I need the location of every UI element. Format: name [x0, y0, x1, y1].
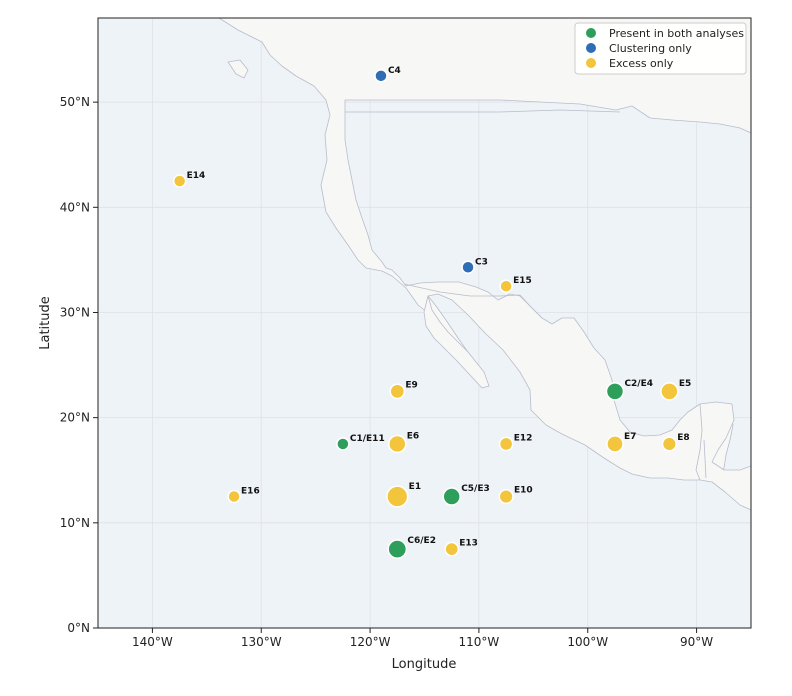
legend-marker-excess	[586, 58, 596, 68]
marker-e10	[498, 488, 514, 505]
y-tick-label: 30°N	[60, 305, 90, 319]
ocean-background	[98, 18, 751, 628]
marker-e16	[227, 489, 241, 504]
x-tick-label: 130°W	[241, 635, 282, 649]
marker-e13	[444, 541, 460, 557]
marker-label: E1	[409, 482, 421, 492]
marker-c6-e2	[387, 539, 408, 559]
marker-e5	[660, 382, 679, 401]
x-tick-label: 120°W	[350, 635, 391, 649]
legend-marker-both	[586, 28, 596, 38]
legend-label-clustering: Clustering only	[609, 42, 692, 55]
y-tick-label: 0°N	[67, 621, 90, 635]
legend-label-excess: Excess only	[609, 57, 674, 70]
x-tick-label: 100°W	[567, 635, 608, 649]
marker-e6	[388, 434, 407, 454]
marker-c5-e3	[442, 487, 461, 506]
marker-label: C3	[475, 257, 488, 267]
canada-us-border	[345, 109, 621, 113]
marker-label: E16	[241, 487, 260, 497]
marker-label: E8	[677, 433, 689, 443]
central-america-border	[703, 439, 707, 479]
marker-e8	[661, 436, 677, 452]
marker-label: E15	[513, 276, 532, 286]
marker-e14	[172, 174, 187, 188]
marker-e1	[386, 485, 409, 508]
x-tick-label: 110°W	[459, 635, 500, 649]
marker-label: E10	[514, 486, 533, 496]
country-borders	[345, 109, 707, 479]
marker-label: E5	[679, 379, 691, 389]
coastal-island	[227, 59, 249, 79]
marker-c4	[374, 69, 388, 83]
marker-label: C2/E4	[624, 379, 653, 389]
marker-e12	[498, 436, 514, 452]
marker-label: E9	[405, 380, 417, 390]
axis-ticks: 140°W 130°W 120°W 110°W 100°W 90°W 0°N 10°N 20°N…	[60, 95, 714, 649]
y-tick-label: 40°N	[60, 200, 90, 214]
y-tick-label: 50°N	[60, 95, 90, 109]
marker-c3	[461, 260, 475, 275]
legend-label-both: Present in both analyses	[609, 27, 744, 40]
marker-label: C5/E3	[461, 484, 490, 494]
x-tick-label: 90°W	[680, 635, 713, 649]
legend-box	[574, 22, 747, 75]
marker-e7	[606, 435, 624, 453]
marker-e15	[499, 279, 513, 293]
marker-label: E13	[459, 539, 478, 549]
marker-label: C1/E11	[350, 434, 385, 444]
y-tick-label: 10°N	[60, 516, 90, 530]
marker-c1-e11	[336, 437, 350, 451]
baja-peninsula	[423, 295, 490, 389]
marker-label: E6	[407, 431, 419, 441]
y-tick-label: 20°N	[60, 411, 90, 425]
marker-label: E7	[624, 432, 636, 442]
x-axis-title: Longitude	[392, 657, 457, 672]
plot-frame	[97, 17, 752, 629]
legend-marker-clustering	[586, 43, 596, 53]
legend: Present in both analyses Clustering only…	[574, 22, 747, 75]
us-mexico-border	[403, 283, 543, 319]
marker-label: C4	[388, 66, 401, 76]
marker-label: E14	[187, 171, 206, 181]
marker-c2-e4	[605, 382, 625, 401]
yucatan-landmass	[695, 401, 751, 511]
y-axis-title: Latitude	[38, 296, 53, 350]
marker-label: C6/E2	[407, 536, 436, 546]
x-tick-label: 140°W	[132, 635, 173, 649]
marker-label: E12	[514, 433, 533, 443]
marker-e9	[389, 383, 406, 400]
location-markers: C1/E11 C2/E4 C5/E3 C6/E2 C4 C3 E14 E15 E9 E5 E6 E12…	[172, 66, 691, 559]
